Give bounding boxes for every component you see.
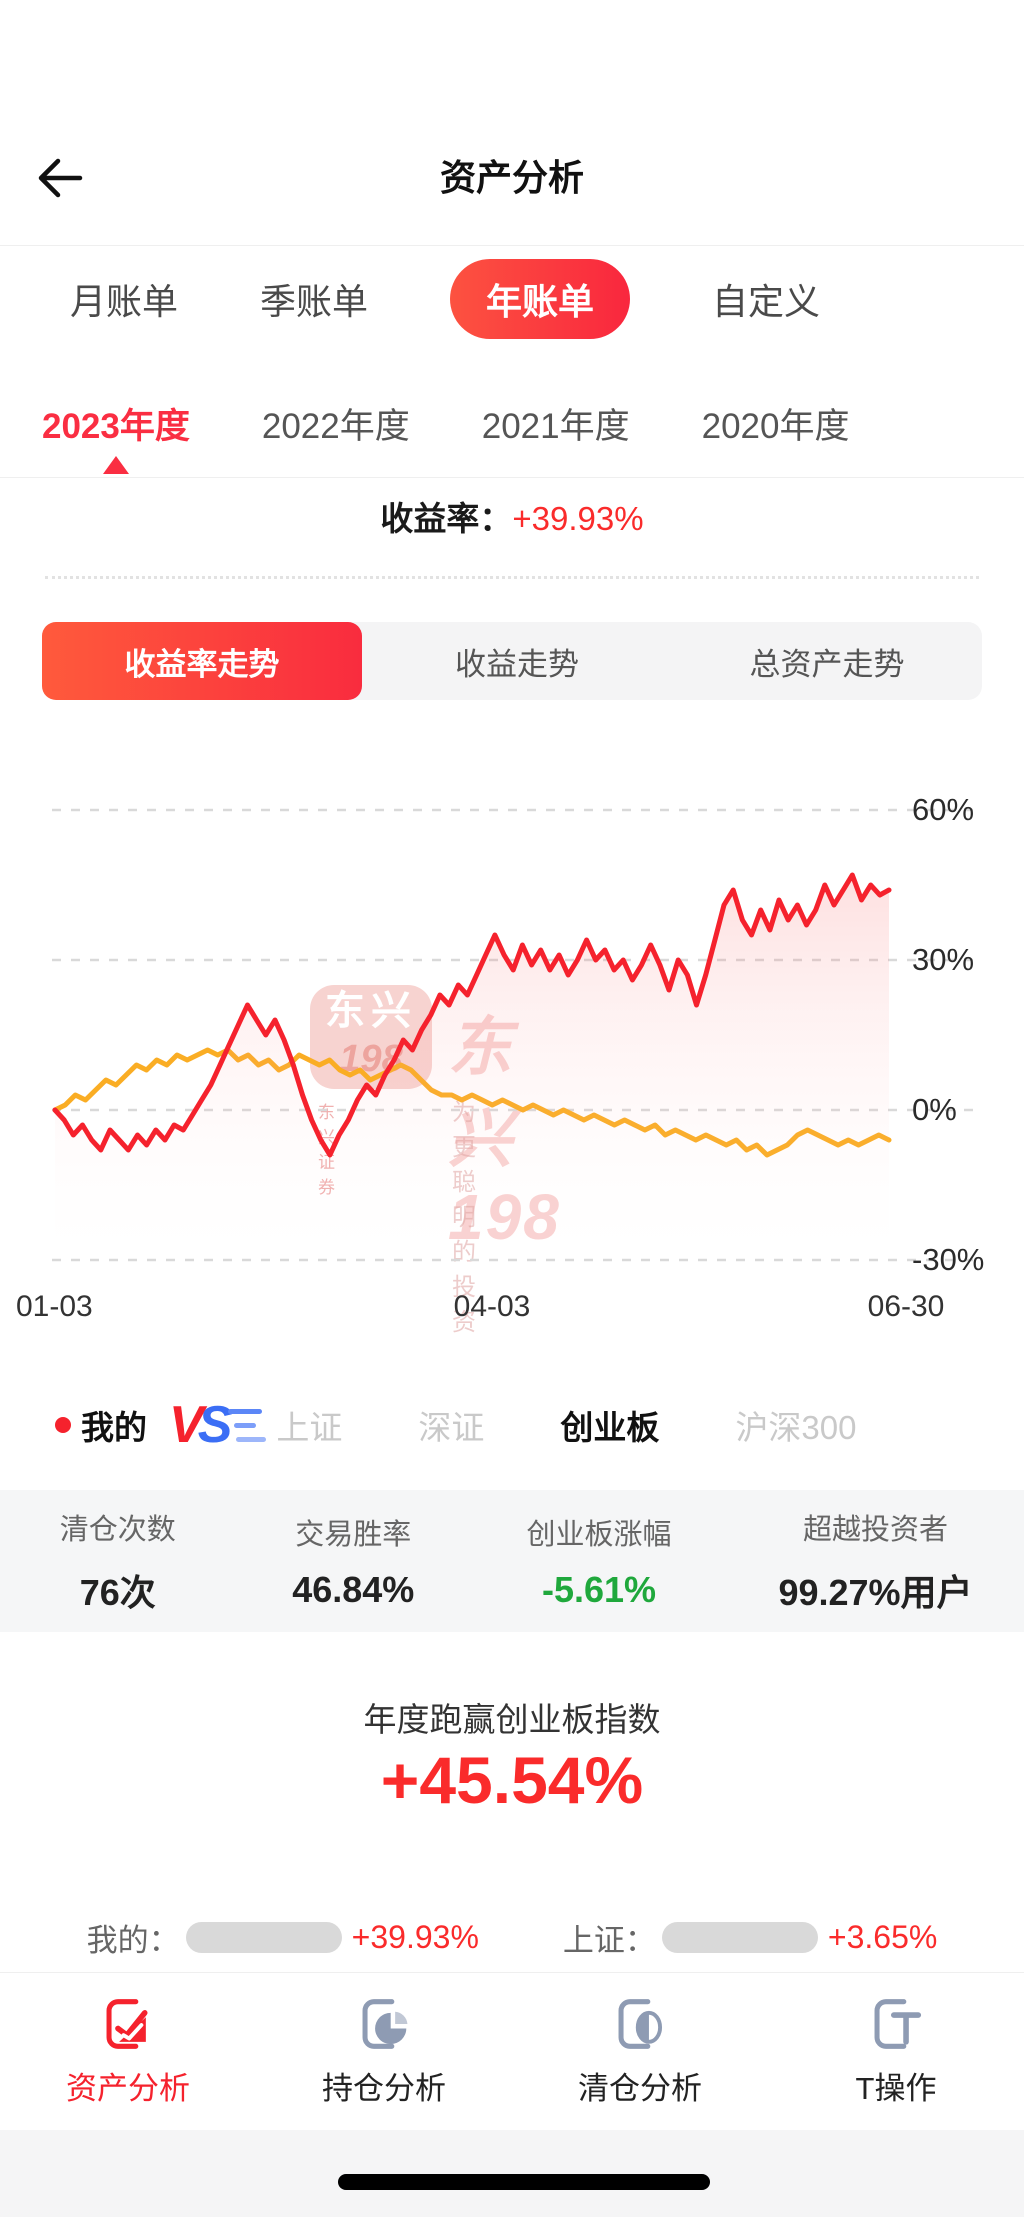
bottom-nav: 资产分析 持仓分析 清仓分析 bbox=[0, 1973, 1024, 2130]
asset-analysis-icon bbox=[0, 1995, 256, 2057]
nav-label: 资产分析 bbox=[66, 2071, 190, 2106]
stat-value: 99.27%用户 bbox=[778, 1572, 973, 1613]
selected-year-marker-icon bbox=[102, 455, 129, 474]
yield-value: +39.93% bbox=[512, 500, 644, 537]
holding-analysis-icon bbox=[256, 1995, 512, 2057]
year-tabs-divider bbox=[0, 477, 1024, 478]
vs-icon: VS bbox=[169, 1396, 267, 1454]
year-tab-2022[interactable]: 2022年度 bbox=[261, 406, 410, 446]
stat-label: 交易胜率 bbox=[295, 1519, 412, 1551]
vs-speed-line bbox=[228, 1409, 263, 1414]
stat-clear-count: 清仓次数 76次 bbox=[0, 1506, 236, 1616]
page-title: 资产分析 bbox=[439, 157, 584, 198]
outperform-title: 年度跑赢创业板指数 bbox=[363, 1701, 661, 1738]
nav-label: 清仓分析 bbox=[578, 2071, 702, 2106]
year-tab-2023[interactable]: 2023年度 bbox=[42, 398, 190, 474]
stat-label: 清仓次数 bbox=[59, 1514, 176, 1546]
nav-asset-analysis[interactable]: 资产分析 bbox=[0, 1973, 256, 2130]
comparison-shanghai-value: +3.65% bbox=[827, 1918, 938, 1955]
vs-s: S bbox=[197, 1396, 233, 1454]
comparison-mine: 我的： +39.93% bbox=[87, 1915, 479, 1960]
nav-t-operation[interactable]: T操作 bbox=[768, 1973, 1024, 2130]
nav-label: 持仓分析 bbox=[322, 2071, 446, 2106]
comparison-shanghai-label: 上证： bbox=[562, 1922, 656, 1958]
tab-total-asset-trend[interactable]: 总资产走势 bbox=[749, 646, 905, 682]
comparison-shanghai: 上证： +3.65% bbox=[563, 1915, 937, 1960]
yield-summary: 收益率：+39.93% bbox=[0, 492, 1024, 540]
trend-tabs: 收益率走势 收益走势 总资产走势 bbox=[42, 622, 982, 700]
comparison-mine-bar bbox=[185, 1921, 342, 1953]
comparison-mine-value: +39.93% bbox=[351, 1918, 479, 1955]
stat-beat-investors: 超越投资者 99.27%用户 bbox=[727, 1506, 1024, 1616]
year-tab-2023-label: 2023年度 bbox=[42, 406, 190, 446]
year-tab-2021[interactable]: 2021年度 bbox=[481, 406, 630, 446]
home-area bbox=[0, 2130, 1024, 2217]
chart-legend: 我的 VS 上证 深证 创业板 沪深300 bbox=[55, 1385, 1024, 1465]
tab-monthly[interactable]: 月账单 bbox=[70, 281, 179, 322]
legend-item-hs300[interactable]: 沪深300 bbox=[735, 1409, 857, 1446]
stats-band: 清仓次数 76次 交易胜率 46.84% 创业板涨幅 -5.61% 超越投资者 … bbox=[0, 1490, 1024, 1632]
legend-mine: 我的 bbox=[55, 1401, 147, 1449]
stat-win-rate: 交易胜率 46.84% bbox=[236, 1511, 472, 1611]
vs-speed-line bbox=[236, 1437, 267, 1442]
home-indicator[interactable] bbox=[338, 2174, 710, 2190]
yield-label: 收益率： bbox=[380, 500, 513, 537]
legend-item-chinext[interactable]: 创业板 bbox=[560, 1409, 660, 1446]
tab-quarterly[interactable]: 季账单 bbox=[260, 281, 369, 322]
dotted-divider bbox=[45, 576, 979, 579]
header: 资产分析 bbox=[0, 140, 1024, 225]
header-divider bbox=[0, 245, 1024, 246]
cleared-analysis-icon bbox=[512, 1995, 768, 2057]
back-arrow-icon bbox=[38, 158, 83, 198]
mine-series-dot-icon bbox=[55, 1417, 71, 1433]
tab-yield-rate-trend[interactable]: 收益率走势 bbox=[42, 622, 362, 700]
year-tab-2020[interactable]: 2020年度 bbox=[701, 406, 850, 446]
stat-value: 76次 bbox=[79, 1572, 156, 1613]
footer-divider bbox=[0, 1972, 1024, 1973]
stat-chinext-change: 创业板涨幅 -5.61% bbox=[471, 1511, 727, 1611]
stat-label: 创业板涨幅 bbox=[526, 1519, 672, 1551]
tab-yearly[interactable]: 年账单 bbox=[450, 259, 631, 339]
comparison-shanghai-bar bbox=[661, 1921, 818, 1953]
stat-value: -5.61% bbox=[541, 1569, 657, 1610]
legend-mine-label: 我的 bbox=[81, 1409, 147, 1446]
legend-item-shenzhen[interactable]: 深证 bbox=[418, 1409, 485, 1446]
vs-speed-line bbox=[234, 1423, 257, 1428]
legend-item-shanghai[interactable]: 上证 bbox=[276, 1409, 343, 1446]
stat-label: 超越投资者 bbox=[803, 1514, 949, 1546]
comparison-mine-label: 我的： bbox=[86, 1922, 180, 1958]
tab-custom[interactable]: 自定义 bbox=[712, 281, 821, 322]
tab-profit-trend[interactable]: 收益走势 bbox=[455, 646, 579, 682]
stat-value: 46.84% bbox=[292, 1569, 415, 1610]
nav-cleared-analysis[interactable]: 清仓分析 bbox=[512, 1973, 768, 2130]
vs-v: V bbox=[169, 1396, 204, 1454]
nav-label: T操作 bbox=[855, 2071, 937, 2106]
year-tabs: 2023年度 2022年度 2021年度 2020年度 bbox=[42, 395, 850, 474]
comparison-bars: 我的： +39.93% 上证： +3.65% bbox=[0, 1905, 1024, 1969]
outperform-value: +45.54% bbox=[380, 1743, 644, 1817]
trend-line-chart bbox=[52, 808, 980, 1275]
nav-holding-analysis[interactable]: 持仓分析 bbox=[256, 1973, 512, 2130]
t-operation-icon bbox=[768, 1995, 1024, 2057]
period-tabs: 月账单 季账单 年账单 自定义 bbox=[70, 258, 820, 340]
back-button[interactable] bbox=[30, 148, 90, 208]
